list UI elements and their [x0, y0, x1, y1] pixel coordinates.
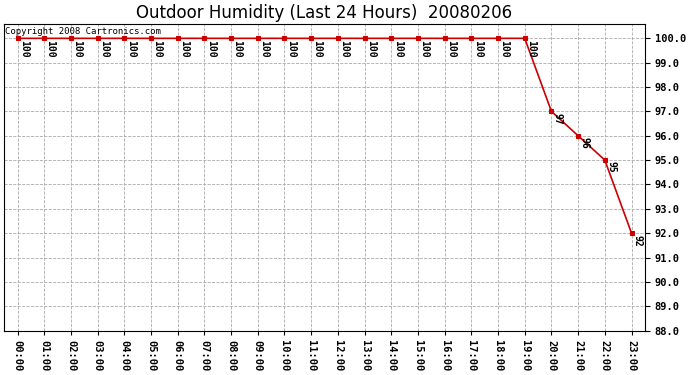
Text: 100: 100 — [339, 40, 349, 57]
Text: 100: 100 — [126, 40, 136, 57]
Text: 97: 97 — [553, 113, 563, 125]
Text: 100: 100 — [259, 40, 269, 57]
Text: 100: 100 — [206, 40, 216, 57]
Text: 100: 100 — [286, 40, 296, 57]
Text: 100: 100 — [526, 40, 536, 57]
Text: 96: 96 — [580, 137, 589, 149]
Text: 100: 100 — [19, 40, 29, 57]
Text: 100: 100 — [420, 40, 429, 57]
Text: 100: 100 — [393, 40, 403, 57]
Text: 100: 100 — [72, 40, 82, 57]
Text: 100: 100 — [313, 40, 322, 57]
Text: 100: 100 — [46, 40, 56, 57]
Text: 100: 100 — [99, 40, 109, 57]
Text: 100: 100 — [500, 40, 509, 57]
Title: Outdoor Humidity (Last 24 Hours)  20080206: Outdoor Humidity (Last 24 Hours) 2008020… — [137, 4, 513, 22]
Text: 100: 100 — [473, 40, 483, 57]
Text: 100: 100 — [152, 40, 162, 57]
Text: 92: 92 — [633, 234, 643, 246]
Text: 100: 100 — [233, 40, 242, 57]
Text: 100: 100 — [179, 40, 189, 57]
Text: 95: 95 — [607, 162, 616, 173]
Text: 100: 100 — [366, 40, 376, 57]
Text: 100: 100 — [446, 40, 456, 57]
Text: Copyright 2008 Cartronics.com: Copyright 2008 Cartronics.com — [6, 27, 161, 36]
